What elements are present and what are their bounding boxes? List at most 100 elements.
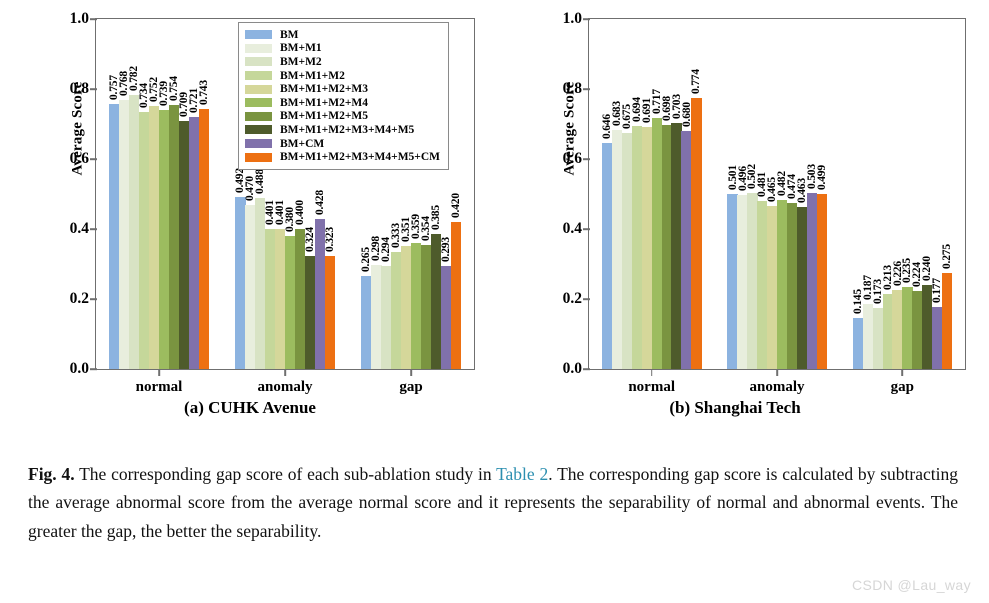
bar[interactable]: 0.502 (746, 164, 758, 369)
bar[interactable]: 0.226 (892, 261, 904, 369)
bar[interactable]: 0.474 (786, 174, 798, 369)
bar[interactable]: 0.496 (737, 167, 749, 369)
figure-number: Fig. 4. (28, 464, 75, 484)
bar[interactable]: 0.481 (756, 172, 768, 369)
legend-swatch-icon (245, 139, 272, 149)
bar-group: 0.757 0.768 0.782 0.734 0.752 0.739 0.754 0.709… (96, 19, 222, 369)
x-axis-tick-label: gap (890, 379, 914, 395)
y-axis-tick-label: 0.2 (563, 290, 589, 308)
legend-item[interactable]: BM+M1+M2+M5 (245, 110, 440, 124)
bar-group: 0.501 0.496 0.502 0.481 0.465 0.482 0.474 0.463… (714, 19, 839, 369)
bar[interactable]: 0.503 (806, 164, 818, 369)
bar[interactable]: 0.646 (601, 114, 613, 369)
bar[interactable]: 0.351 (400, 217, 412, 369)
y-axis-tick-label: 0.0 (563, 360, 589, 378)
bar[interactable]: 0.298 (370, 236, 382, 369)
bar[interactable]: 0.324 (304, 227, 316, 369)
bar[interactable]: 0.224 (911, 262, 923, 369)
bar[interactable]: 0.703 (671, 94, 683, 369)
legend-item[interactable]: BM+M1+M2+M4 (245, 96, 440, 110)
bar[interactable]: 0.275 (941, 244, 953, 369)
bar[interactable]: 0.492 (234, 168, 246, 369)
bar[interactable]: 0.359 (410, 214, 422, 369)
bar[interactable]: 0.380 (284, 207, 296, 369)
bar[interactable]: 0.213 (882, 266, 894, 369)
legend-swatch-icon (245, 84, 272, 94)
legend-item[interactable]: BM+M1+M2+M3+M4+M5 (245, 123, 440, 137)
legend-item[interactable]: BM+M1 (245, 42, 440, 56)
bar[interactable]: 0.385 (430, 205, 442, 369)
bar[interactable]: 0.482 (776, 171, 788, 369)
bar[interactable]: 0.177 (931, 278, 943, 369)
legend-swatch-icon (245, 57, 272, 67)
bar[interactable]: 0.401 (274, 200, 286, 369)
bar[interactable]: 0.235 (901, 258, 913, 369)
y-axis-tick-label: 0.6 (563, 150, 589, 168)
bar[interactable]: 0.465 (766, 177, 778, 369)
bar[interactable]: 0.323 (324, 227, 336, 369)
bar[interactable]: 0.173 (872, 280, 884, 369)
bar[interactable]: 0.694 (631, 97, 643, 369)
legend-item[interactable]: BM+M1+M2+M3+M4+M5+CM (245, 150, 440, 164)
legend-label: BM+M1+M2 (280, 69, 345, 82)
bar[interactable]: 0.717 (651, 89, 663, 369)
chart-panel-cuhk-avenue: Average Score 0.0 0.2 0.4 0.6 0.8 1.0 0.757 0.7… (0, 0, 500, 430)
bar[interactable]: 0.240 (921, 256, 933, 369)
x-axis-tick-mark (284, 369, 286, 376)
bar[interactable]: 0.420 (450, 193, 462, 369)
bar[interactable]: 0.782 (128, 66, 140, 369)
bar[interactable]: 0.683 (611, 101, 623, 369)
legend-item[interactable]: BM (245, 28, 440, 42)
x-axis-tick-mark (901, 369, 904, 376)
bar[interactable]: 0.774 (690, 69, 702, 369)
bar[interactable]: 0.401 (264, 200, 276, 369)
bar[interactable]: 0.463 (796, 178, 808, 369)
legend-item[interactable]: BM+M2 (245, 55, 440, 69)
bar[interactable]: 0.754 (168, 76, 180, 369)
bar[interactable]: 0.145 (852, 289, 864, 369)
bar[interactable]: 0.333 (390, 224, 402, 369)
legend-item[interactable]: BM+M1+M2+M3 (245, 82, 440, 96)
bar[interactable]: 0.691 (641, 98, 653, 369)
bar[interactable]: 0.675 (621, 104, 633, 369)
bar[interactable]: 0.470 (244, 176, 256, 369)
legend-label: BM+M2 (280, 55, 322, 68)
legend-label: BM+M1+M2+M3+M4+M5 (280, 123, 415, 136)
y-axis-tick-label: 0.2 (70, 290, 96, 308)
legend-swatch-icon (245, 30, 272, 40)
bar[interactable]: 0.752 (148, 77, 160, 369)
bar[interactable]: 0.294 (380, 237, 392, 369)
bar[interactable]: 0.743 (198, 80, 210, 369)
bar[interactable]: 0.400 (294, 200, 306, 369)
y-axis-tick-label: 0.4 (563, 220, 589, 238)
bar-group: 0.145 0.187 0.173 0.213 0.226 0.235 0.224 0.240… (840, 19, 965, 369)
x-axis-tick-label: normal (135, 379, 183, 395)
bar[interactable]: 0.721 (188, 88, 200, 369)
bar[interactable]: 0.680 (681, 102, 693, 369)
bar[interactable]: 0.265 (360, 247, 372, 369)
bar[interactable]: 0.187 (862, 275, 874, 369)
bar-value-label: 0.774 (690, 69, 703, 95)
table-reference-link[interactable]: Table 2 (496, 464, 549, 484)
bar[interactable]: 0.428 (314, 190, 326, 369)
legend-label: BM+M1+M2+M3 (280, 83, 368, 96)
bar[interactable]: 0.354 (420, 216, 432, 369)
y-axis-tick-label: 1.0 (70, 10, 96, 28)
bar[interactable]: 0.739 (158, 81, 170, 369)
y-axis-tick-label: 1.0 (563, 10, 589, 28)
legend-item[interactable]: BM+M1+M2 (245, 69, 440, 83)
bar[interactable]: 0.709 (178, 92, 190, 369)
bar[interactable]: 0.757 (108, 75, 120, 369)
bar[interactable]: 0.293 (440, 238, 452, 369)
bar[interactable]: 0.499 (816, 165, 828, 369)
bar[interactable]: 0.768 (118, 71, 130, 369)
bar[interactable]: 0.501 (727, 165, 739, 369)
bar[interactable]: 0.488 (254, 169, 266, 369)
legend-swatch-icon (245, 125, 272, 135)
bar[interactable]: 0.698 (661, 96, 673, 369)
legend-item[interactable]: BM+CM (245, 137, 440, 151)
x-axis-tick-label: anomaly (749, 379, 805, 395)
bar[interactable]: 0.734 (138, 83, 150, 369)
caption-text-part1: The corresponding gap score of each sub-… (74, 464, 497, 484)
